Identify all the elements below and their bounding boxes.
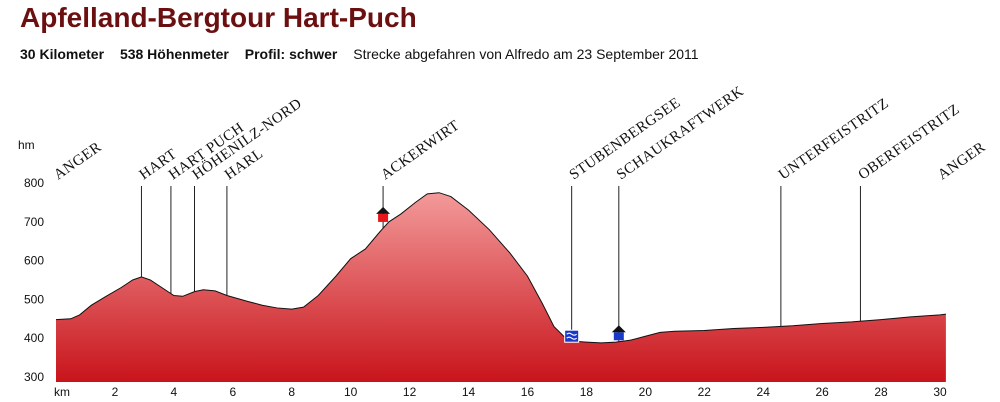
- inn-roof-icon: [376, 206, 391, 214]
- x-tick-label: 14: [462, 385, 476, 399]
- distance-stat: 30 Kilometer: [20, 46, 105, 62]
- lake-wave-icon: [566, 332, 577, 340]
- place-label: ACKERWIRT: [378, 117, 462, 183]
- x-tick-label: 16: [521, 385, 535, 399]
- inn-icon: [378, 213, 389, 222]
- profile-stat: Profil: schwer: [244, 46, 338, 62]
- x-tick-label: 12: [403, 385, 417, 399]
- x-tick-label: 2: [112, 385, 119, 399]
- x-tick-label: 20: [639, 385, 653, 399]
- route-stats: 30 Kilometer 538 Höhenmeter Profil: schw…: [20, 46, 699, 62]
- x-tick-label: 18: [580, 385, 594, 399]
- elevation-line: [55, 192, 946, 344]
- x-axis-label: km: [54, 385, 70, 399]
- ascent-stat: 538 Höhenmeter: [119, 46, 229, 62]
- lake-icon: [564, 329, 580, 343]
- page-title: Apfelland-Bergtour Hart-Puch: [20, 2, 417, 33]
- x-tick-label: 22: [698, 385, 712, 399]
- x-tick-label: 8: [288, 385, 295, 399]
- place-label: ANGER: [935, 139, 989, 183]
- x-tick-label: 6: [229, 385, 236, 399]
- y-tick-label: 700: [24, 215, 44, 229]
- ride-note: Strecke abgefahren von Alfredo am 23 Sep…: [353, 46, 699, 62]
- y-tick-label: 400: [24, 331, 44, 345]
- x-tick-label: 30: [933, 385, 947, 399]
- x-tick-label: 10: [344, 385, 358, 399]
- x-tick-label: 24: [757, 385, 771, 399]
- x-tick-label: 4: [171, 385, 178, 399]
- y-tick-label: 300: [24, 370, 44, 384]
- building-icon: [613, 332, 624, 341]
- y-tick-label: 800: [24, 176, 44, 190]
- y-axis-label: hm: [18, 138, 35, 152]
- elevation-area: [56, 192, 946, 382]
- x-tick-label: 26: [815, 385, 829, 399]
- y-tick-label: 600: [24, 254, 44, 268]
- x-tick-label: 28: [874, 385, 888, 399]
- building-roof-icon: [611, 325, 626, 333]
- place-label: ANGER: [51, 139, 105, 183]
- y-tick-label: 500: [24, 292, 44, 306]
